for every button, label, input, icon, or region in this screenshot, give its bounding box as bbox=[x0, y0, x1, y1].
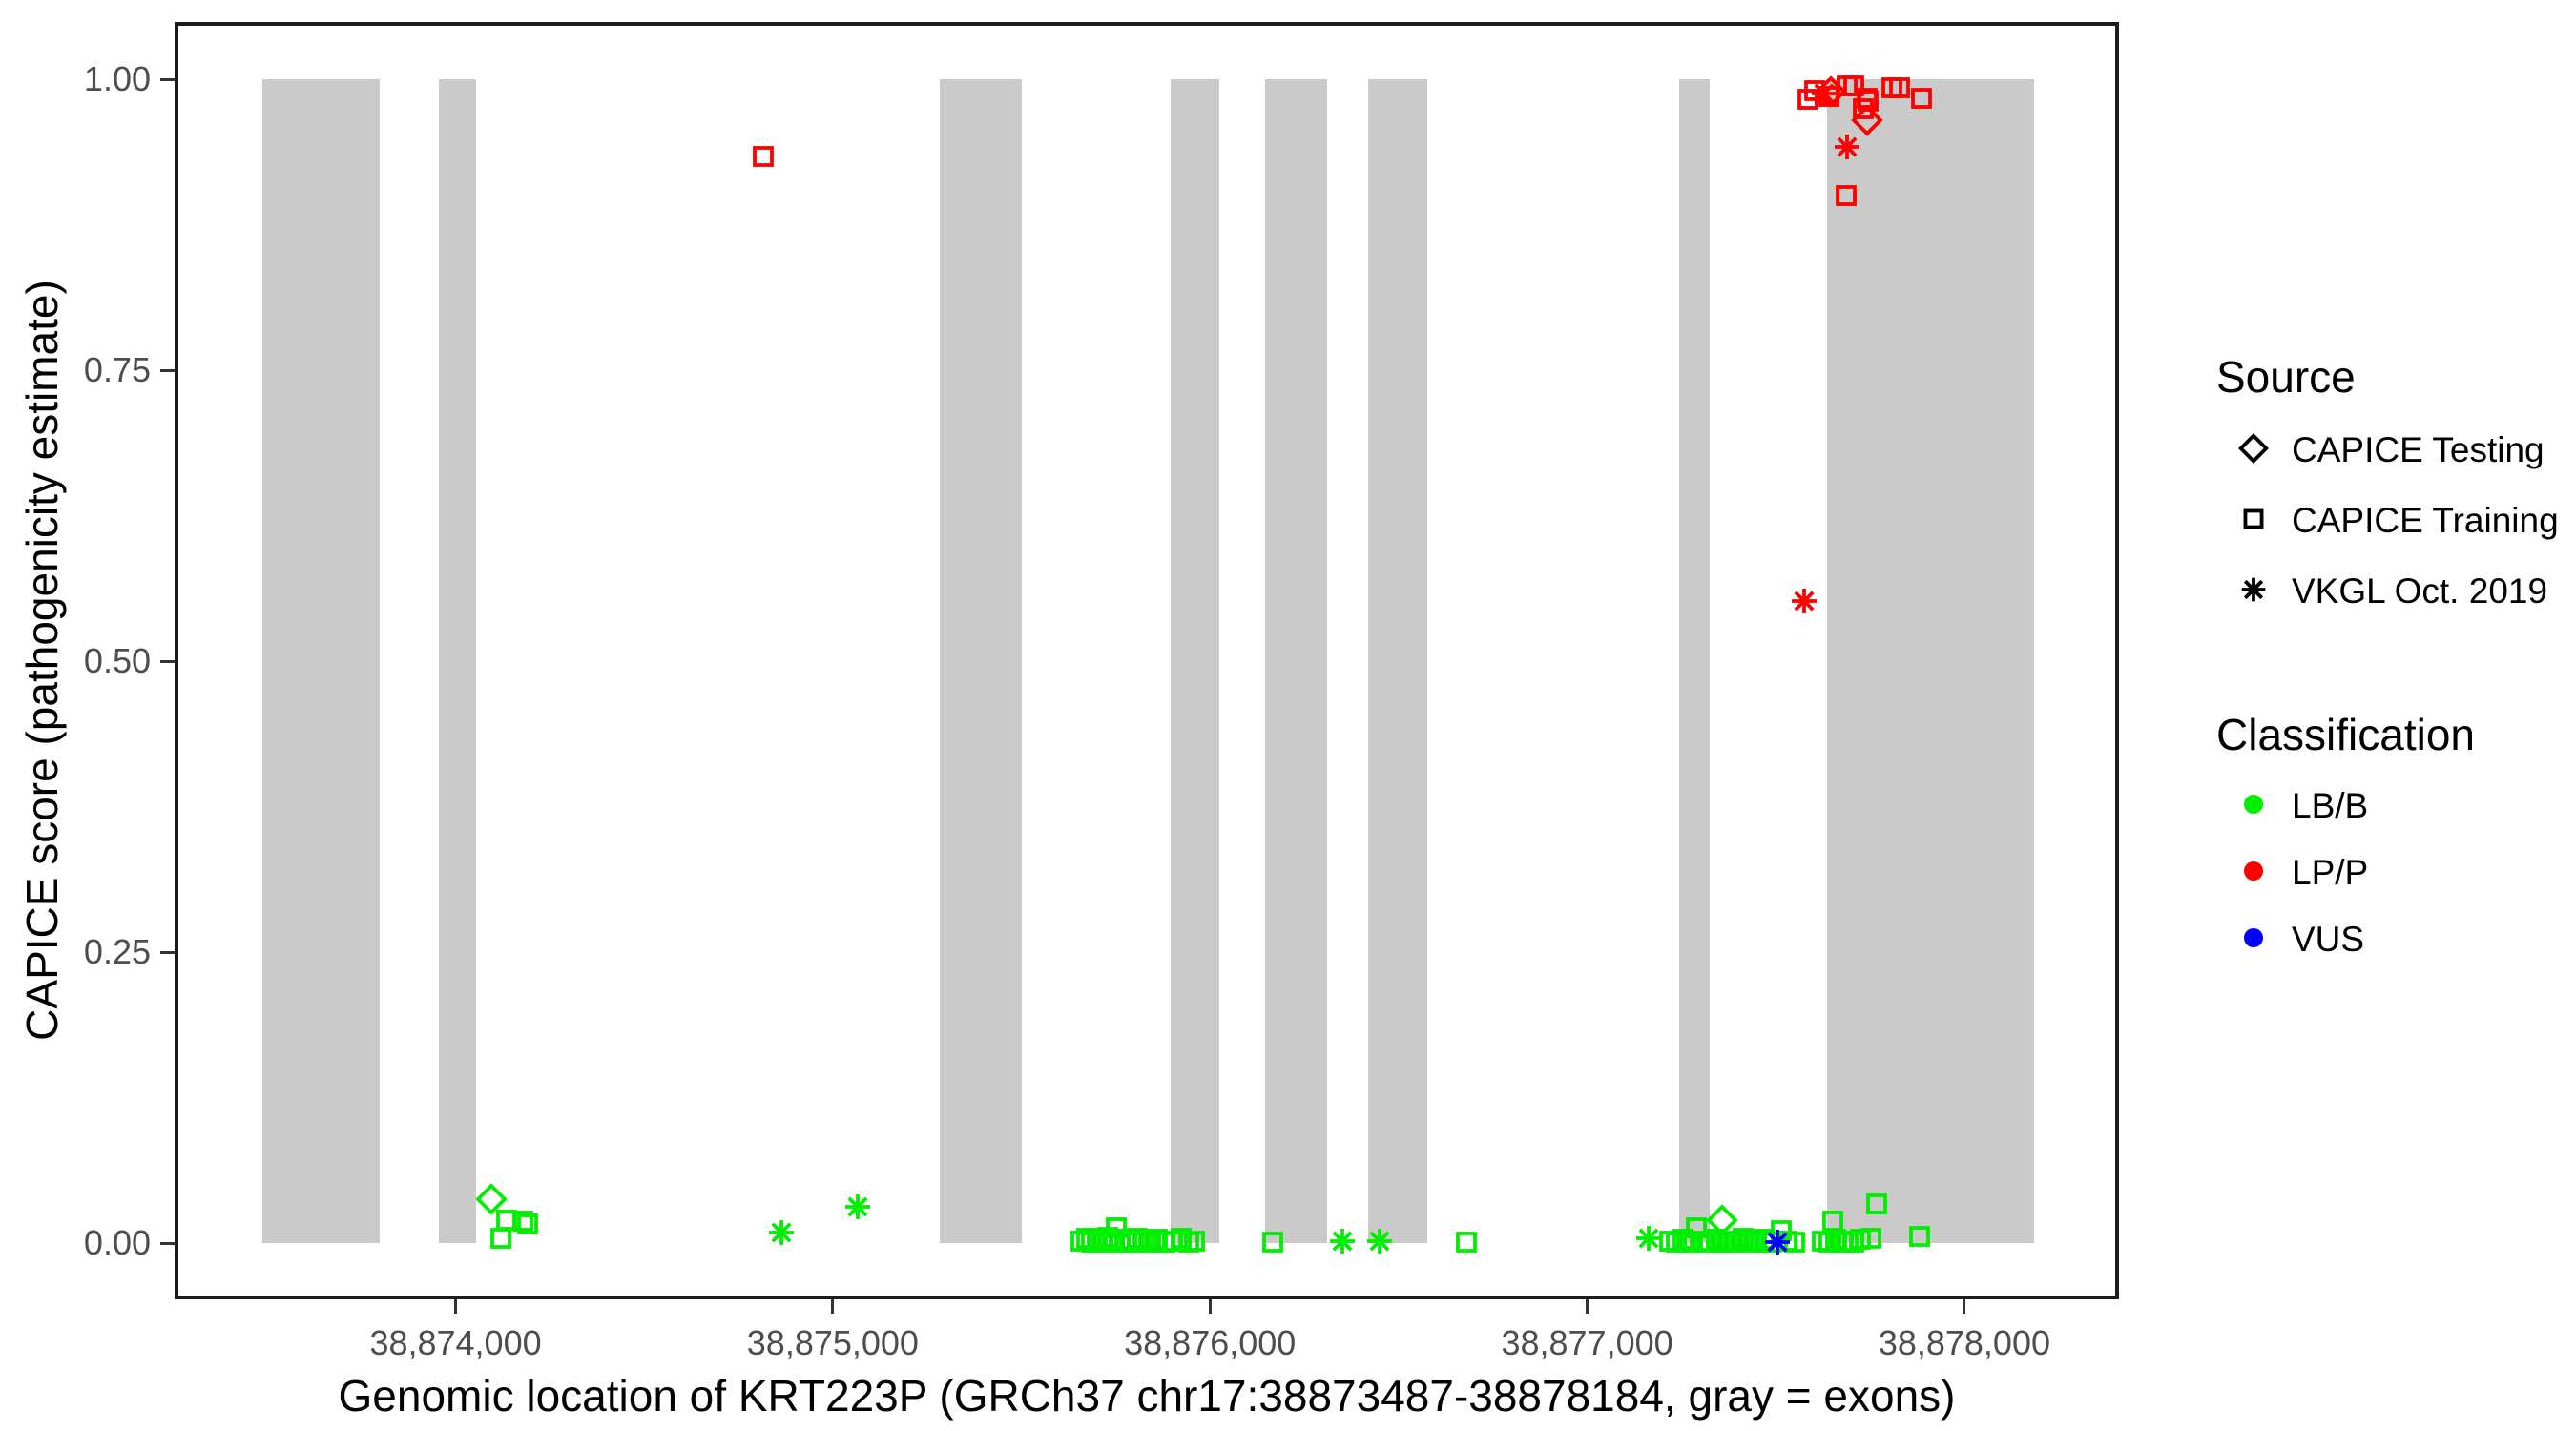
legend-item-diamond: CAPICE Testing bbox=[2233, 416, 2545, 485]
plot-panel bbox=[175, 22, 2119, 1299]
legend-item-label: CAPICE Training bbox=[2292, 501, 2559, 540]
y-tick-label: 0.75 bbox=[83, 350, 151, 389]
x-tick-label: 38,874,000 bbox=[369, 1323, 542, 1362]
y-tick-label: 0.00 bbox=[83, 1223, 151, 1262]
x-tick-label: 38,876,000 bbox=[1124, 1323, 1297, 1362]
x-tick-mark bbox=[1208, 1299, 1212, 1314]
diamond-icon bbox=[2233, 427, 2275, 474]
color-dot-icon bbox=[2233, 850, 2275, 897]
exon-band bbox=[1678, 79, 1710, 1243]
legend-item-vus: VUS bbox=[2233, 905, 2364, 974]
color-dot-icon bbox=[2233, 917, 2275, 964]
x-tick-mark bbox=[454, 1299, 458, 1314]
exon-band bbox=[1264, 79, 1327, 1243]
x-tick-label: 38,877,000 bbox=[1501, 1323, 1673, 1362]
x-tick-mark bbox=[831, 1299, 835, 1314]
exon-band bbox=[940, 79, 1022, 1243]
legend-item-lbb: LB/B bbox=[2233, 772, 2368, 840]
legend-item-label: CAPICE Testing bbox=[2292, 430, 2545, 469]
x-tick-mark bbox=[1586, 1299, 1589, 1314]
y-tick-mark bbox=[160, 950, 175, 954]
legend-item-label: LP/P bbox=[2292, 853, 2369, 892]
y-tick-label: 0.25 bbox=[83, 932, 151, 971]
legend-item-asterisk: VKGL Oct. 2019 bbox=[2233, 557, 2547, 626]
x-axis-title: Genomic location of KRT223P (GRCh37 chr1… bbox=[338, 1371, 1956, 1421]
asterisk-icon bbox=[2233, 569, 2275, 615]
legend-item-lpp: LP/P bbox=[2233, 839, 2368, 907]
legend-item-label: VUS bbox=[2292, 920, 2365, 959]
y-tick-mark bbox=[160, 77, 175, 81]
x-tick-mark bbox=[1963, 1299, 1966, 1314]
y-tick-mark bbox=[160, 659, 175, 663]
y-tick-mark bbox=[160, 368, 175, 372]
legend-item-square: CAPICE Training bbox=[2233, 487, 2559, 555]
legend-item-label: VKGL Oct. 2019 bbox=[2292, 571, 2548, 611]
exon-band bbox=[1827, 79, 2034, 1243]
exon-band bbox=[1171, 79, 1220, 1243]
legend-classification-title: Classification bbox=[2216, 710, 2475, 759]
y-tick-label: 1.00 bbox=[83, 59, 151, 98]
x-tick-label: 38,878,000 bbox=[1878, 1323, 2050, 1362]
exon-band bbox=[261, 79, 381, 1243]
exon-band bbox=[438, 79, 476, 1243]
x-tick-label: 38,875,000 bbox=[746, 1323, 919, 1362]
legend-item-label: LB/B bbox=[2292, 786, 2369, 825]
legend-source-title: Source bbox=[2216, 352, 2356, 402]
square-icon bbox=[2233, 498, 2275, 545]
y-tick-label: 0.50 bbox=[83, 641, 151, 680]
exon-band bbox=[1367, 79, 1427, 1243]
y-axis-title: CAPICE score (pathogenicity estimate) bbox=[17, 280, 67, 1041]
y-tick-mark bbox=[160, 1241, 175, 1245]
color-dot-icon bbox=[2233, 783, 2275, 830]
